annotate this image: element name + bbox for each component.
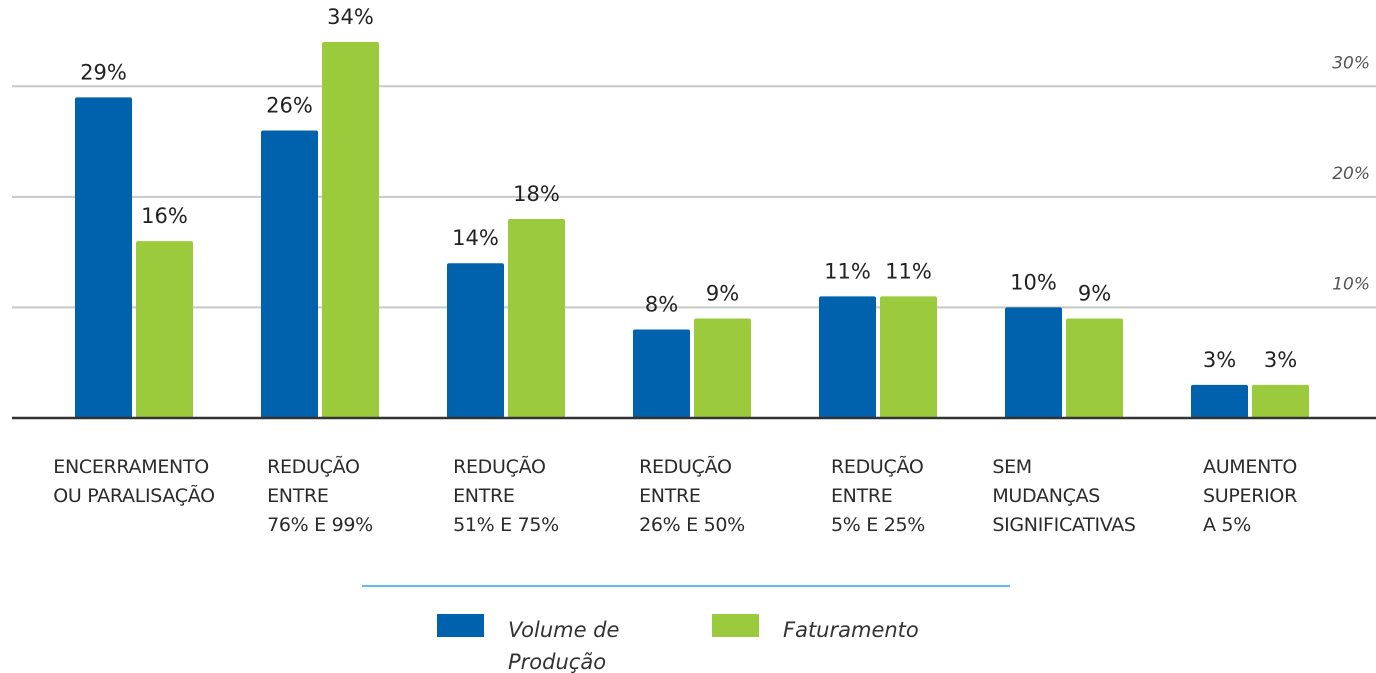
- value-label: 9%: [1078, 281, 1111, 305]
- legend-swatch: [437, 614, 484, 637]
- value-label: 3%: [1203, 348, 1236, 372]
- value-label: 10%: [1010, 270, 1057, 294]
- value-label: 26%: [266, 94, 313, 118]
- x-tick-label: REDUÇÃO ENTRE 26% E 50%: [639, 456, 745, 536]
- x-tick-label: REDUÇÃO ENTRE 76% E 99%: [267, 456, 373, 536]
- bar: [447, 263, 504, 418]
- y-tick-label: 20%: [1332, 164, 1370, 184]
- legend-swatch: [712, 614, 759, 637]
- bar: [819, 296, 876, 418]
- value-label: 16%: [141, 204, 188, 228]
- bar: [1191, 384, 1248, 418]
- bar: [1252, 384, 1309, 418]
- value-label: 8%: [645, 293, 678, 317]
- bar: [1005, 307, 1062, 418]
- bar: [694, 318, 751, 418]
- bar: [322, 42, 379, 419]
- x-tick-label: AUMENTO SUPERIOR A 5%: [1203, 456, 1297, 536]
- bar: [633, 329, 690, 418]
- bar: [1066, 318, 1123, 418]
- value-label: 29%: [80, 60, 127, 84]
- value-label: 34%: [327, 5, 374, 29]
- value-label: 14%: [452, 226, 499, 250]
- x-tick-label: ENCERRAMENTO OU PARALISAÇÃO: [53, 456, 215, 507]
- bar: [508, 218, 565, 418]
- value-label: 18%: [513, 182, 560, 206]
- bar: [261, 130, 318, 418]
- y-tick-label: 10%: [1332, 274, 1370, 294]
- x-tick-label: REDUÇÃO ENTRE 5% E 25%: [830, 456, 926, 536]
- value-label: 9%: [706, 281, 739, 305]
- value-label: 11%: [885, 259, 932, 283]
- legend-label: Volume de Produção: [508, 618, 620, 673]
- bar: [880, 296, 937, 418]
- value-label: 3%: [1264, 348, 1297, 372]
- value-label: 11%: [824, 259, 871, 283]
- bar: [136, 241, 193, 418]
- y-tick-label: 30%: [1332, 53, 1370, 73]
- legend-label: Faturamento: [783, 618, 919, 642]
- x-tick-label: REDUÇÃO ENTRE 51% E 75%: [453, 456, 559, 536]
- bar: [75, 97, 132, 418]
- x-tick-label: SEM MUDANÇAS SIGNIFICATIVAS: [992, 456, 1136, 536]
